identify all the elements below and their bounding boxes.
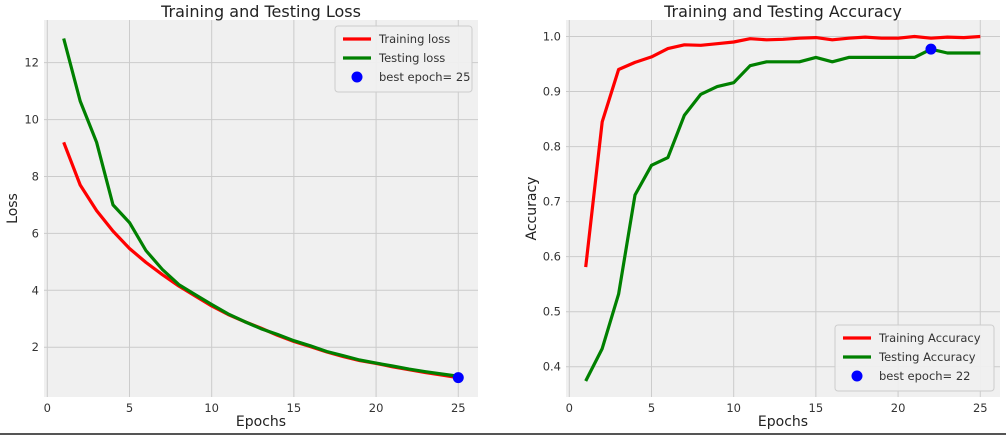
y-tick-label: 4 bbox=[32, 283, 39, 297]
x-tick-label: 25 bbox=[973, 401, 988, 415]
x-tick-label: 15 bbox=[287, 401, 302, 415]
y-tick-label: 2 bbox=[32, 340, 39, 354]
figure-bottom-border bbox=[0, 433, 1006, 435]
y-tick-label: 12 bbox=[24, 56, 39, 70]
x-tick-label: 20 bbox=[891, 401, 906, 415]
legend-label: Training loss bbox=[378, 32, 450, 46]
x-tick-label: 0 bbox=[44, 401, 51, 415]
legend-box bbox=[834, 324, 995, 392]
series-line-testing bbox=[584, 47, 981, 382]
y-axis-label: Accuracy bbox=[524, 177, 540, 241]
x-tick-label: 25 bbox=[451, 401, 466, 415]
legend-box bbox=[334, 25, 473, 93]
accuracy-chart: 0 5 10 15 20 25 0.4 0.5 0.6 0.7 0.8 0.9 1.0 Training … bbox=[524, 2, 1000, 430]
y-tick-label: 0.4 bbox=[543, 360, 561, 374]
y-tick-label: 0.6 bbox=[543, 250, 561, 264]
x-tick-label: 15 bbox=[809, 401, 824, 415]
chart-title: Training and Testing Accuracy bbox=[663, 2, 902, 21]
legend: Training loss Testing loss best epoch= 25 bbox=[334, 25, 473, 93]
legend-label: Testing Accuracy bbox=[878, 350, 976, 364]
legend-label: best epoch= 22 bbox=[879, 369, 970, 383]
legend-label: Training Accuracy bbox=[878, 331, 981, 345]
best-epoch-marker bbox=[925, 43, 937, 55]
best-epoch-marker bbox=[452, 372, 464, 384]
series-line-testing bbox=[62, 38, 459, 378]
y-tick-label: 0.5 bbox=[543, 305, 561, 319]
legend-marker bbox=[851, 370, 863, 382]
y-tick-label: 0.7 bbox=[543, 195, 561, 209]
x-tick-label: 10 bbox=[726, 401, 741, 415]
legend: Training Accuracy Testing Accuracy best ep… bbox=[834, 324, 995, 392]
legend-label: Testing loss bbox=[378, 51, 445, 65]
x-tick-label: 5 bbox=[126, 401, 133, 415]
x-axis-label: Epochs bbox=[236, 414, 286, 430]
legend-marker bbox=[351, 71, 363, 83]
x-tick-label: 20 bbox=[369, 401, 384, 415]
y-tick-label: 8 bbox=[32, 169, 39, 183]
x-tick-label: 10 bbox=[204, 401, 219, 415]
x-axis-label: Epochs bbox=[758, 414, 808, 430]
y-tick-label: 6 bbox=[32, 226, 39, 240]
y-axis-label: Loss bbox=[5, 193, 21, 224]
series-line-training bbox=[584, 34, 981, 268]
loss-chart: 0 5 10 15 20 25 2 4 6 8 10 12 Training and Testing L… bbox=[5, 2, 478, 430]
y-tick-label: 0.8 bbox=[543, 140, 561, 154]
y-tick-label: 10 bbox=[24, 113, 39, 127]
legend-label: best epoch= 25 bbox=[379, 70, 470, 84]
y-tick-label: 1.0 bbox=[543, 30, 561, 44]
y-tick-label: 0.9 bbox=[543, 85, 561, 99]
x-tick-label: 5 bbox=[648, 401, 655, 415]
x-tick-label: 0 bbox=[566, 401, 573, 415]
chart-title: Training and Testing Loss bbox=[160, 2, 361, 21]
